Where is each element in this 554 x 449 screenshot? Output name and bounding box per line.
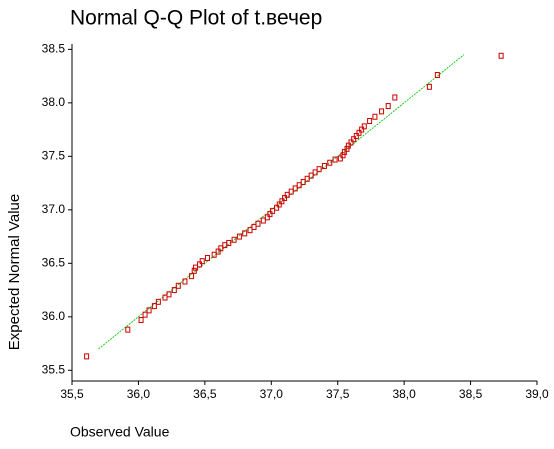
point <box>138 317 144 324</box>
x-tick-label: 38,5 <box>459 387 483 401</box>
point <box>242 230 248 237</box>
point <box>392 94 398 101</box>
point <box>251 223 257 230</box>
point <box>162 294 168 301</box>
point <box>264 214 270 221</box>
point <box>247 227 253 234</box>
point <box>236 233 242 240</box>
x-tick-label: 38,0 <box>392 387 416 401</box>
point <box>434 72 440 79</box>
point <box>345 142 351 149</box>
point <box>171 287 177 294</box>
point <box>218 245 224 252</box>
point <box>284 191 290 198</box>
point <box>255 220 261 227</box>
point <box>189 273 195 280</box>
point <box>327 159 333 166</box>
point <box>226 239 232 246</box>
point <box>182 278 188 285</box>
point <box>379 108 385 115</box>
y-axis-label: Expected Normal Value <box>6 194 23 350</box>
chart-title: Normal Q-Q Plot of t.вечер <box>70 7 322 30</box>
point <box>498 52 504 59</box>
point <box>166 291 172 298</box>
point <box>304 175 310 182</box>
point <box>296 182 302 189</box>
x-tick-label: 36,0 <box>127 387 151 401</box>
point <box>125 326 131 333</box>
point <box>155 298 161 305</box>
point <box>260 217 266 224</box>
point <box>353 133 359 140</box>
point <box>344 145 350 152</box>
x-tick-label: 35,5 <box>60 387 84 401</box>
point <box>316 166 322 173</box>
y-tick-label: 38.0 <box>42 95 66 109</box>
point <box>274 204 280 211</box>
point <box>426 83 432 90</box>
point <box>142 311 148 318</box>
point <box>276 201 282 208</box>
y-tick-label: 38.5 <box>42 42 66 56</box>
point <box>84 353 90 360</box>
point <box>193 264 199 271</box>
point <box>308 172 314 179</box>
y-tick-label: 36.5 <box>42 255 66 269</box>
y-tick-label: 37.5 <box>42 149 66 163</box>
point <box>372 113 378 120</box>
point <box>282 195 288 202</box>
point <box>321 162 327 169</box>
point <box>300 179 306 186</box>
point <box>146 307 152 314</box>
point <box>197 261 203 268</box>
point <box>367 118 373 125</box>
point <box>211 251 217 258</box>
point <box>215 248 221 255</box>
y-tick-label: 36.0 <box>42 309 66 323</box>
point <box>341 149 347 156</box>
point <box>385 103 391 110</box>
x-tick-label: 39,0 <box>525 387 549 401</box>
point <box>340 152 346 159</box>
x-tick-label: 37,5 <box>326 387 350 401</box>
point <box>356 129 362 136</box>
point <box>231 236 237 243</box>
point <box>337 155 343 162</box>
y-tick-label: 35.5 <box>42 362 66 376</box>
point <box>288 188 294 195</box>
point <box>312 169 318 176</box>
point <box>332 156 338 163</box>
y-tick-label: 37.0 <box>42 202 66 216</box>
point <box>199 258 205 265</box>
point <box>205 254 211 261</box>
point <box>191 267 197 274</box>
point <box>151 303 157 310</box>
point <box>359 126 365 133</box>
x-tick-label: 36,5 <box>193 387 217 401</box>
point <box>292 185 298 192</box>
point <box>175 282 181 289</box>
x-axis-label: Observed Value <box>70 424 170 440</box>
x-tick-label: 37,0 <box>260 387 284 401</box>
point <box>279 198 285 205</box>
point <box>270 207 276 214</box>
point <box>351 136 357 143</box>
point <box>361 123 367 130</box>
point <box>348 139 354 146</box>
point <box>267 211 273 218</box>
